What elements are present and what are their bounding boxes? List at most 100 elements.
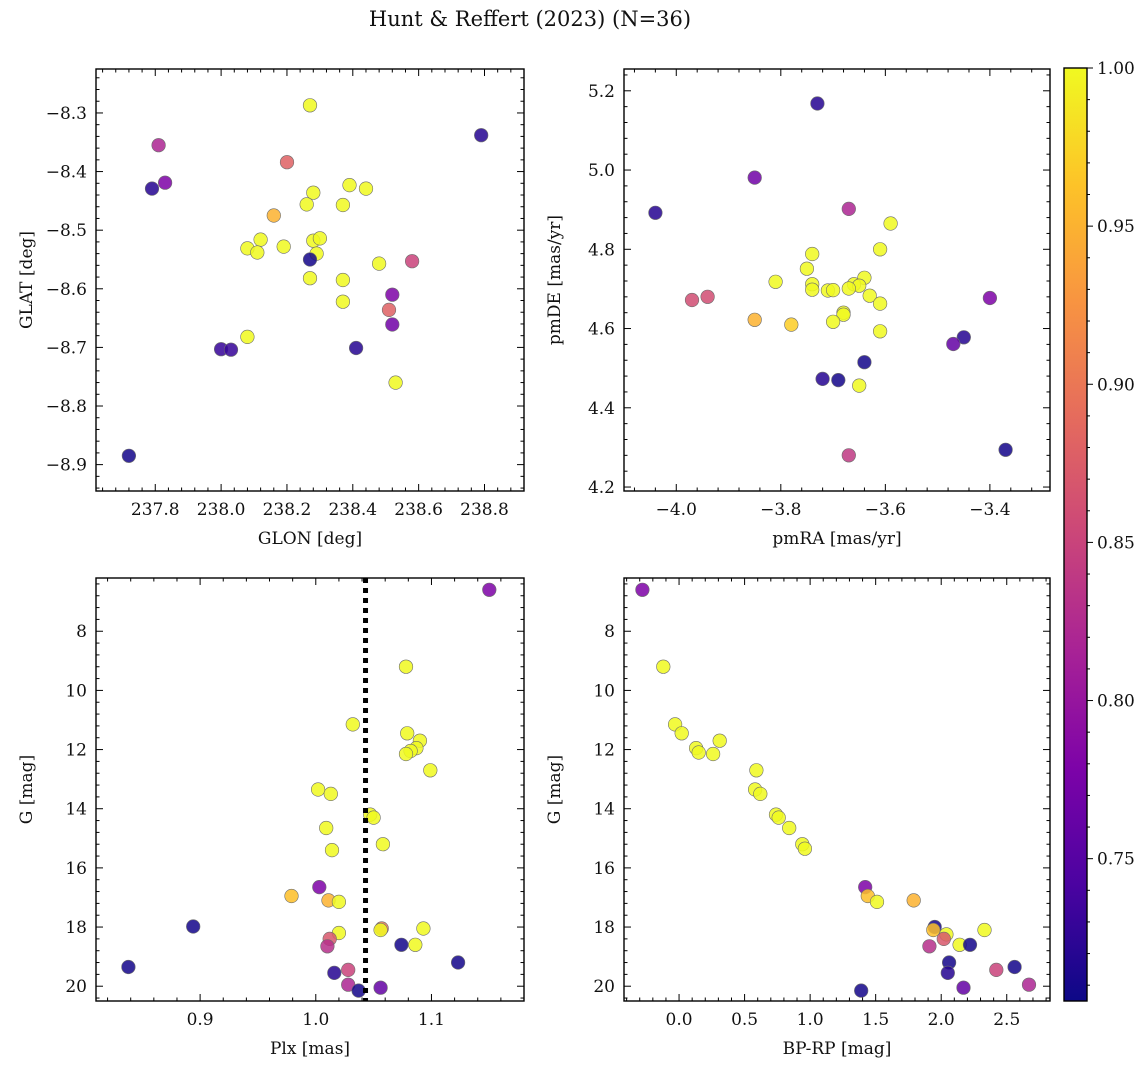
data-point-pm-13 [805, 282, 820, 297]
y-axis-label: G [mag] [545, 755, 565, 824]
data-point-sky-13 [250, 245, 265, 260]
data-point-sky-18 [302, 252, 318, 267]
x-axis-label: GLON [deg] [258, 529, 362, 549]
y-tick-label: 10 [593, 681, 615, 701]
data-point-sky-20 [405, 254, 420, 269]
data-point-pm-30 [857, 355, 872, 370]
y-tick-label: −8.3 [46, 104, 87, 124]
data-point-pm-25 [784, 317, 799, 332]
data-point-plx-10 [323, 786, 338, 802]
data-point-pm-17 [862, 288, 877, 303]
data-point-plx-0 [482, 582, 497, 597]
data-point-plx-26 [320, 939, 335, 954]
colorbar-tick-label: 0.95 [1097, 217, 1135, 237]
x-tick-label: −3.6 [865, 500, 906, 520]
data-point-sky-31 [388, 375, 403, 390]
data-point-plx-3 [400, 726, 415, 741]
x-axis-label: BP-RP [mag] [783, 1039, 892, 1059]
y-tick-label: −8.9 [46, 456, 87, 476]
data-point-plx-30 [121, 959, 136, 975]
data-point-cmd-0 [635, 582, 650, 597]
data-point-pm-28 [956, 330, 971, 345]
data-point-sky-3 [302, 98, 318, 113]
y-tick-label: 12 [65, 741, 87, 761]
y-tick-label: 20 [593, 977, 615, 997]
data-point-plx-23 [186, 919, 201, 934]
panel-sky-frame [95, 68, 525, 492]
panel-pm-ticks [624, 69, 1050, 491]
data-point-plx-2 [345, 717, 360, 732]
y-tick-label: 8 [604, 622, 615, 642]
x-tick-label: 2.5 [993, 1010, 1020, 1030]
data-point-cmd-31 [940, 965, 955, 981]
data-point-cmd-22 [977, 922, 992, 938]
colorbar: 0.75 0.80 0.85 0.90 0.95 1.00 [1063, 59, 1135, 1002]
panel-sky: 237.8 238.0 238.2 238.4 238.6 238.8 −8.3 −8.4 −8… [17, 68, 525, 549]
data-point-cmd-13 [782, 820, 797, 836]
panel-plx-ticks [96, 578, 525, 1001]
figure-title: Hunt & Reffert (2023) (N=36) [369, 7, 691, 31]
data-point-pm-15 [825, 283, 841, 298]
data-point-sky-1 [144, 181, 160, 196]
y-tick-label: 18 [593, 918, 615, 938]
data-point-sky-25 [381, 302, 397, 318]
data-point-sky-9 [335, 197, 351, 213]
data-point-cmd-25 [922, 939, 937, 954]
x-tick-label: 2.0 [928, 1010, 955, 1030]
data-point-plx-14 [375, 837, 391, 852]
data-point-cmd-10 [753, 786, 768, 802]
data-point-pm-8 [768, 274, 783, 289]
y-tick-label: 18 [65, 918, 87, 938]
data-point-pm-7 [799, 261, 815, 276]
data-point-pm-31 [815, 371, 830, 387]
data-point-pm-27 [982, 290, 998, 306]
colorbar-frame [1063, 67, 1088, 1002]
data-point-pm-32 [831, 373, 846, 388]
data-point-plx-22 [416, 921, 431, 936]
y-tick-label: 4.8 [588, 240, 615, 260]
y-tick-label: 16 [593, 859, 615, 879]
x-tick-label: 0.9 [187, 1010, 214, 1030]
data-point-plx-34 [373, 980, 388, 995]
panel-sky-points [121, 98, 489, 463]
data-point-cmd-1 [656, 659, 671, 674]
colorbar-tick-label: 0.85 [1097, 533, 1135, 553]
colorbar-tick-label: 0.80 [1097, 692, 1135, 712]
data-point-plx-9 [311, 782, 326, 797]
data-point-pm-24 [825, 314, 841, 329]
data-point-cmd-27 [962, 937, 978, 952]
data-point-sky-32 [121, 448, 136, 463]
panel-cmd-points [635, 582, 1037, 998]
colorbar-tick-label: 0.75 [1097, 850, 1135, 870]
panel-pm: −4.0 −3.8 −3.6 −3.4 4.2 4.4 4.6 4.8 5.0 5.2 pmRA [… [545, 68, 1051, 549]
data-point-sky-21 [302, 271, 318, 286]
x-tick-label: 238.2 [263, 500, 312, 520]
data-point-pm-5 [872, 242, 888, 257]
data-point-plx-27 [394, 937, 409, 952]
y-tick-label: 4.6 [588, 320, 615, 340]
y-tick-label: 8 [76, 622, 87, 642]
y-tick-label: 4.4 [588, 399, 615, 419]
y-tick-label: −8.8 [46, 397, 87, 417]
data-point-sky-23 [385, 287, 400, 302]
data-point-sky-27 [240, 329, 255, 345]
data-point-sky-19 [372, 256, 387, 271]
data-point-pm-33 [852, 378, 867, 393]
y-tick-label: −8.4 [46, 163, 87, 183]
panel-cmd-frame [623, 577, 1051, 1002]
data-point-pm-1 [747, 170, 762, 185]
data-point-sky-24 [335, 294, 351, 309]
data-point-pm-6 [805, 246, 820, 262]
data-point-sky-29 [223, 342, 239, 357]
y-tick-label: 12 [593, 741, 615, 761]
data-point-cmd-6 [691, 745, 706, 760]
data-point-sky-4 [279, 155, 295, 170]
panel-cmd: 0.0 0.5 1.0 1.5 2.0 2.5 8 10 12 14 16 18 20 BP-RP [ma… [545, 577, 1051, 1059]
panel-plx-frame [95, 577, 525, 1002]
x-tick-label: 0.0 [666, 1010, 693, 1030]
data-point-sky-6 [342, 178, 357, 193]
data-point-plx-13 [319, 820, 334, 836]
y-axis-label: G [mag] [17, 755, 37, 824]
x-tick-label: 1.1 [418, 1010, 445, 1030]
